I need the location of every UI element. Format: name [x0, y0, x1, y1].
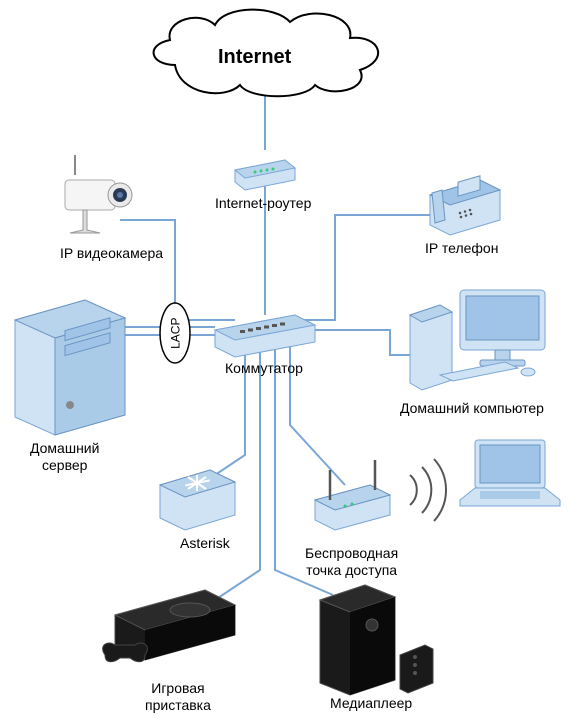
camera-label: IP видеокамера — [60, 245, 163, 262]
mediaplayer-icon — [320, 585, 433, 695]
edge-switch-camera — [120, 220, 235, 320]
asterisk-label: Asterisk — [180, 535, 230, 552]
internet-label: Internet — [218, 45, 291, 69]
pc-label: Домашний компьютер — [400, 400, 544, 417]
wap-label: Беспроводная точка доступа — [305, 545, 398, 579]
lacp-label: LACP — [168, 318, 182, 349]
camera-icon — [65, 155, 132, 233]
server-label: Домашний сервер — [30, 440, 99, 474]
router-icon — [235, 160, 295, 190]
switch-label: Коммутатор — [225, 360, 303, 377]
phone-icon — [430, 176, 500, 235]
console-icon — [103, 590, 235, 662]
router-label: Internet-роутер — [215, 195, 311, 212]
wap-icon — [315, 460, 390, 530]
wireless-signal — [410, 459, 446, 521]
edge-switch-console — [215, 345, 260, 600]
pc-icon — [410, 290, 545, 390]
asterisk-icon — [160, 470, 235, 530]
mediaplayer-label: Медиаплеер — [330, 695, 412, 712]
server-icon — [15, 300, 125, 435]
edge-switch-pc — [310, 330, 420, 355]
edges — [120, 95, 430, 600]
console-label: Игровая приставка — [145, 680, 211, 714]
switch-icon — [215, 315, 315, 357]
laptop-icon — [460, 440, 560, 506]
phone-label: IP телефон — [425, 240, 498, 257]
edge-switch-phone — [300, 215, 430, 320]
